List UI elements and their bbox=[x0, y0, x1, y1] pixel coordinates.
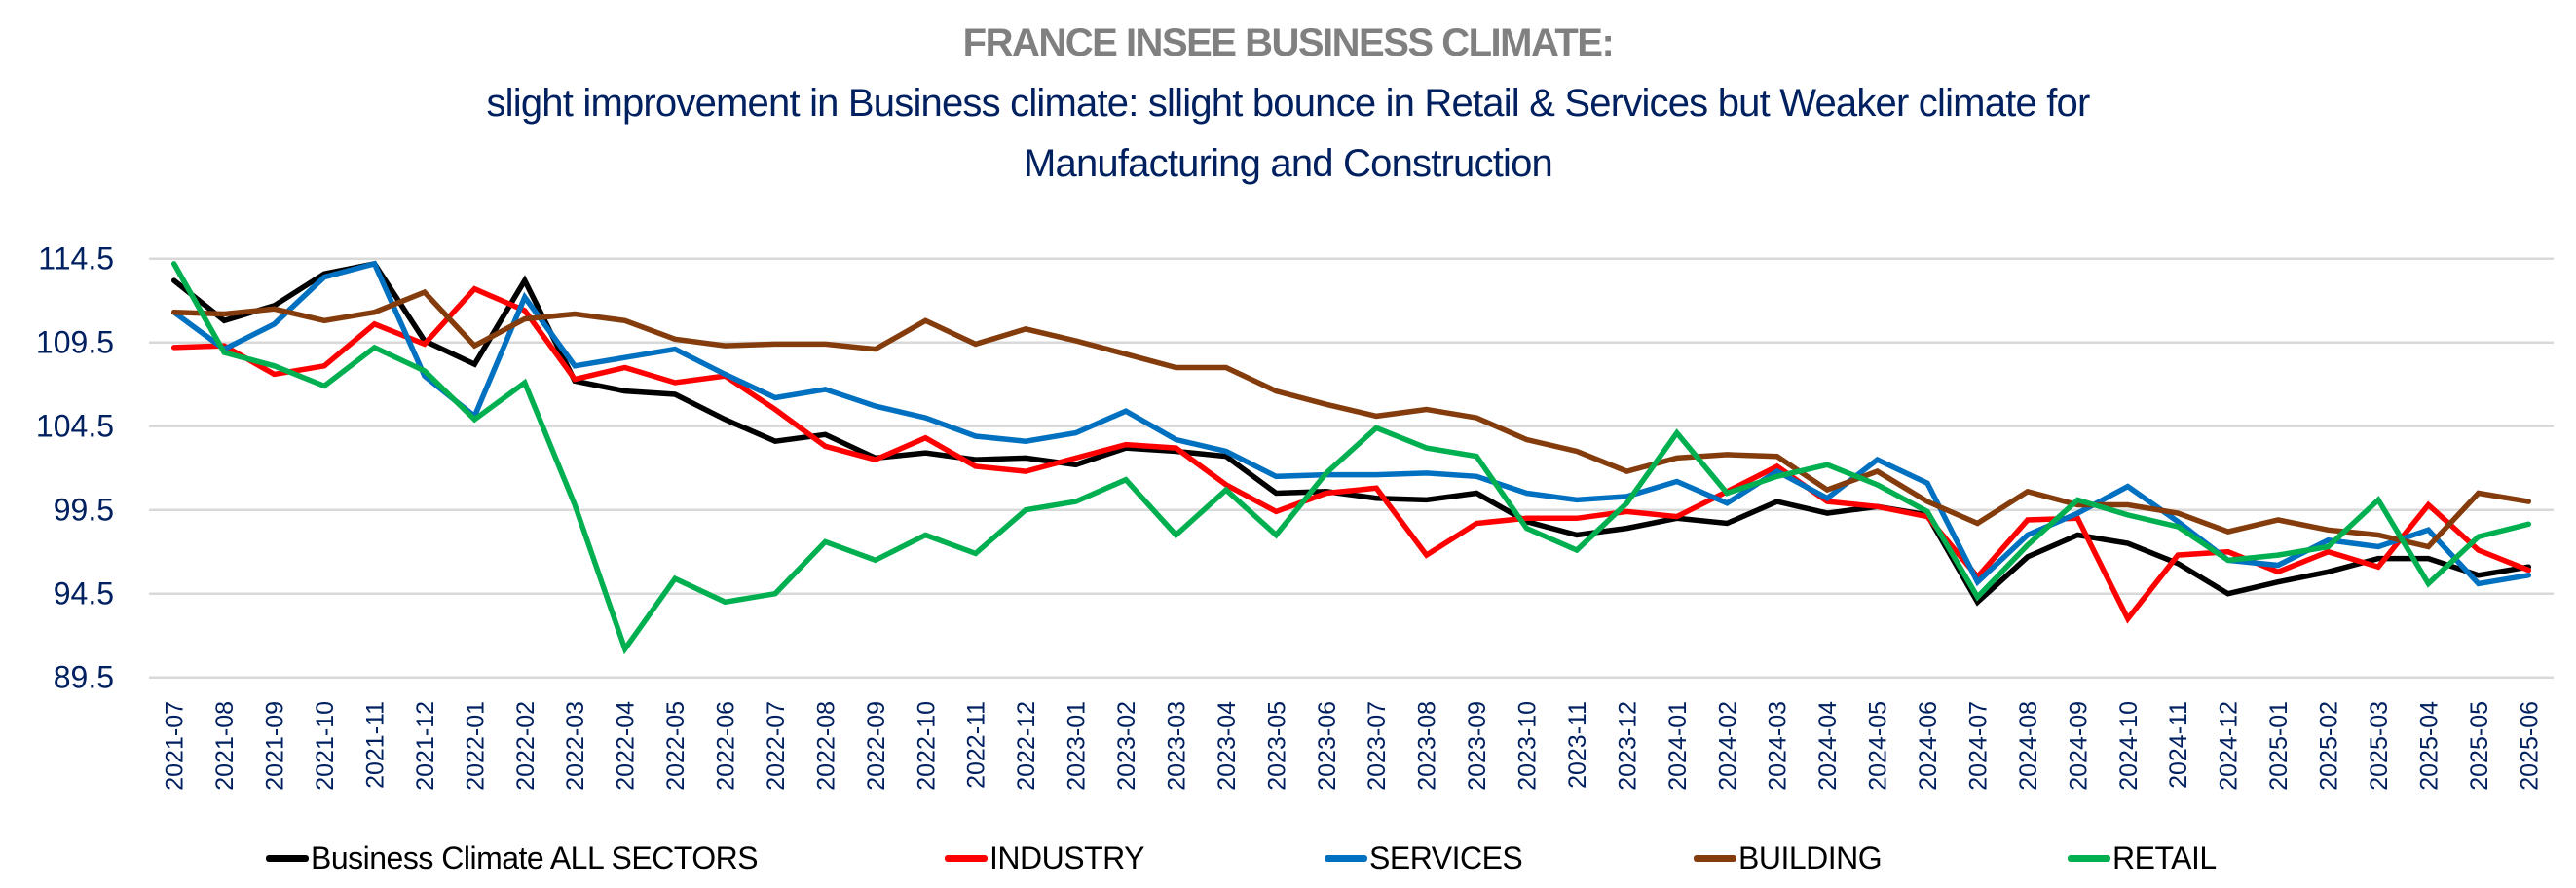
legend-item-business-climate-all-sectors: Business Climate ALL SECTORS bbox=[266, 835, 759, 880]
x-tick-label: 2022-06 bbox=[713, 701, 740, 791]
x-tick-label: 2024-04 bbox=[1814, 701, 1842, 791]
x-tick-label: 2022-07 bbox=[763, 701, 790, 791]
x-tick-label: 2025-05 bbox=[2466, 701, 2493, 791]
x-tick-label: 2023-11 bbox=[1564, 701, 1591, 789]
x-tick-label: 2023-07 bbox=[1363, 701, 1391, 791]
x-tick-label: 2025-06 bbox=[2516, 701, 2543, 791]
x-tick-label: 2022-04 bbox=[613, 701, 640, 791]
x-tick-label: 2024-03 bbox=[1765, 701, 1792, 791]
x-tick-label: 2022-12 bbox=[1013, 701, 1040, 791]
x-tick-label: 2022-03 bbox=[562, 701, 589, 791]
x-tick-label: 2023-08 bbox=[1414, 701, 1441, 791]
legend-label: Business Climate ALL SECTORS bbox=[311, 839, 759, 875]
x-tick-label: 2023-12 bbox=[1614, 701, 1641, 791]
x-tick-label: 2021-12 bbox=[412, 701, 439, 791]
x-tick-label: 2022-08 bbox=[812, 701, 840, 791]
legend-item-building: BUILDING bbox=[1694, 835, 1883, 880]
x-tick-label: 2022-05 bbox=[662, 701, 690, 791]
x-tick-label: 2025-04 bbox=[2415, 701, 2443, 791]
x-tick-label: 2024-01 bbox=[1664, 701, 1692, 791]
series-line-industry bbox=[170, 285, 2532, 624]
x-tick-label: 2023-06 bbox=[1314, 701, 1341, 791]
chart-title: FRANCE INSEE BUSINESS CLIMATE: bbox=[962, 21, 1615, 64]
chart-subtitle-line-2: Manufacturing and Construction bbox=[1024, 142, 1553, 185]
x-tick-label: 2024-06 bbox=[1915, 701, 1942, 791]
legend-item-services: SERVICES bbox=[1325, 835, 1523, 880]
x-tick-label: 2024-05 bbox=[1865, 701, 1892, 791]
x-tick-label: 2021-10 bbox=[312, 701, 339, 791]
legend-line-icon bbox=[2068, 854, 2110, 862]
legend-label: RETAIL bbox=[2112, 839, 2217, 875]
legend-line-icon bbox=[1694, 854, 1736, 862]
legend-item-industry: INDUSTRY bbox=[945, 835, 1144, 880]
y-tick-label: 94.5 bbox=[54, 576, 114, 611]
x-tick-label: 2022-10 bbox=[913, 701, 940, 791]
x-tick-label: 2023-03 bbox=[1163, 701, 1190, 791]
legend: Business Climate ALL SECTORS INDUSTRY SERV… bbox=[0, 835, 2576, 880]
x-tick-label: 2025-03 bbox=[2366, 701, 2393, 791]
series-line-services bbox=[170, 260, 2532, 587]
y-axis-ticks: 114.5 109.5 104.5 99.5 94.5 89.5 bbox=[36, 241, 114, 695]
x-tick-label: 2024-12 bbox=[2216, 701, 2243, 791]
x-tick-label: 2022-09 bbox=[863, 701, 890, 791]
series-lines bbox=[170, 260, 2532, 655]
x-tick-label: 2021-11 bbox=[361, 701, 389, 789]
legend-item-retail: RETAIL bbox=[2068, 835, 2217, 880]
y-tick-label: 104.5 bbox=[36, 409, 114, 444]
y-tick-label: 114.5 bbox=[38, 241, 114, 277]
chart-subtitle-line-1: slight improvement in Business climate: … bbox=[486, 82, 2090, 125]
y-tick-label: 99.5 bbox=[54, 493, 114, 528]
x-tick-label: 2023-05 bbox=[1263, 701, 1290, 791]
x-tick-label: 2024-09 bbox=[2065, 701, 2092, 791]
legend-label: BUILDING bbox=[1738, 839, 1883, 875]
x-tick-label: 2024-11 bbox=[2165, 701, 2192, 789]
x-axis-ticks: 2021-07 2021-08 2021-09 2021-10 2021-11 2021-… bbox=[162, 701, 2544, 791]
x-tick-label: 2023-02 bbox=[1113, 701, 1140, 791]
y-tick-label: 89.5 bbox=[54, 660, 114, 695]
x-tick-label: 2022-01 bbox=[462, 701, 489, 791]
x-tick-label: 2023-01 bbox=[1064, 701, 1091, 791]
series-line-retail bbox=[170, 261, 2532, 655]
legend-label: SERVICES bbox=[1369, 839, 1523, 875]
x-tick-label: 2025-01 bbox=[2265, 701, 2293, 791]
x-tick-label: 2023-04 bbox=[1213, 701, 1241, 791]
legend-label: INDUSTRY bbox=[989, 839, 1144, 875]
x-tick-label: 2023-09 bbox=[1464, 701, 1491, 791]
x-tick-label: 2023-10 bbox=[1514, 701, 1542, 791]
gridlines bbox=[149, 257, 2554, 679]
legend-line-icon bbox=[945, 854, 988, 862]
x-tick-label: 2022-11 bbox=[963, 701, 990, 789]
x-tick-label: 2024-08 bbox=[2015, 701, 2042, 791]
x-tick-label: 2021-08 bbox=[211, 701, 239, 791]
x-tick-label: 2024-10 bbox=[2115, 701, 2143, 791]
x-tick-label: 2021-07 bbox=[162, 701, 189, 791]
x-tick-label: 2024-02 bbox=[1714, 701, 1741, 791]
x-tick-label: 2021-09 bbox=[262, 701, 289, 791]
legend-line-icon bbox=[1325, 854, 1367, 862]
x-tick-label: 2024-07 bbox=[1964, 701, 1992, 791]
x-tick-label: 2022-02 bbox=[512, 701, 540, 791]
legend-line-icon bbox=[266, 854, 309, 862]
series-line-building bbox=[170, 288, 2532, 550]
y-tick-label: 109.5 bbox=[36, 325, 114, 360]
x-tick-label: 2025-02 bbox=[2316, 701, 2343, 791]
